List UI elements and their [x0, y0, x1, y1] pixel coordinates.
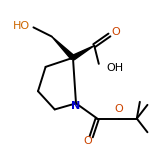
Text: O: O — [111, 27, 120, 37]
Text: O: O — [114, 104, 123, 114]
Text: HO: HO — [13, 21, 30, 31]
Polygon shape — [72, 46, 94, 60]
Text: N: N — [71, 101, 81, 111]
Polygon shape — [52, 36, 75, 59]
Text: OH: OH — [106, 63, 124, 73]
Text: O: O — [84, 136, 93, 146]
